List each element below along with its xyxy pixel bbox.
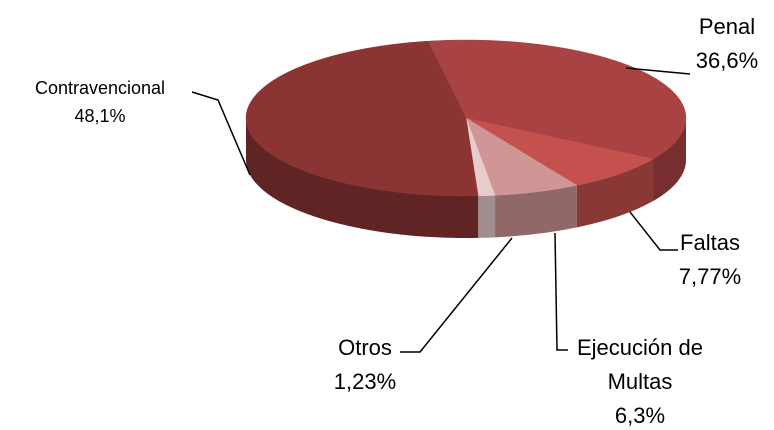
leader-line [400,237,513,353]
value-label: 1,23% [333,369,397,394]
slice-side [246,118,479,238]
category-label: Contravencional [34,78,166,98]
value-label: 7,77% [678,264,742,289]
slice-side [653,118,686,202]
value-label: 36,6% [695,48,759,73]
slice-side [576,159,654,228]
slice [245,40,479,197]
leader-line [191,91,251,176]
side-shade [653,118,686,202]
leader-line [625,67,691,75]
slice-label: Faltas 7,77% [655,226,765,294]
category-label: Otros [338,335,392,360]
value-label: 48,1% [74,106,126,126]
category-label: Penal [698,14,756,39]
side-shade [246,118,479,238]
slice-side [478,195,496,238]
pie [245,39,687,238]
slice-side [495,185,577,238]
side-shade [576,159,654,228]
leader-line [554,232,568,351]
category-label: Ejecución de Multas [577,335,703,394]
slice [465,117,654,186]
side-shade [495,185,577,238]
slice-label: Contravencional 48,1% [5,74,195,130]
slice-label: Penal 36,6% [672,10,774,78]
slice [427,39,687,160]
leader-line [629,211,678,251]
slice-label: Ejecución de Multas 6,3% [560,331,720,430]
value-label: 6,3% [614,403,666,428]
side-shade [478,195,496,238]
slice-label: Otros 1,23% [310,331,420,399]
leader-lines [191,67,691,353]
category-label: Faltas [680,230,740,255]
